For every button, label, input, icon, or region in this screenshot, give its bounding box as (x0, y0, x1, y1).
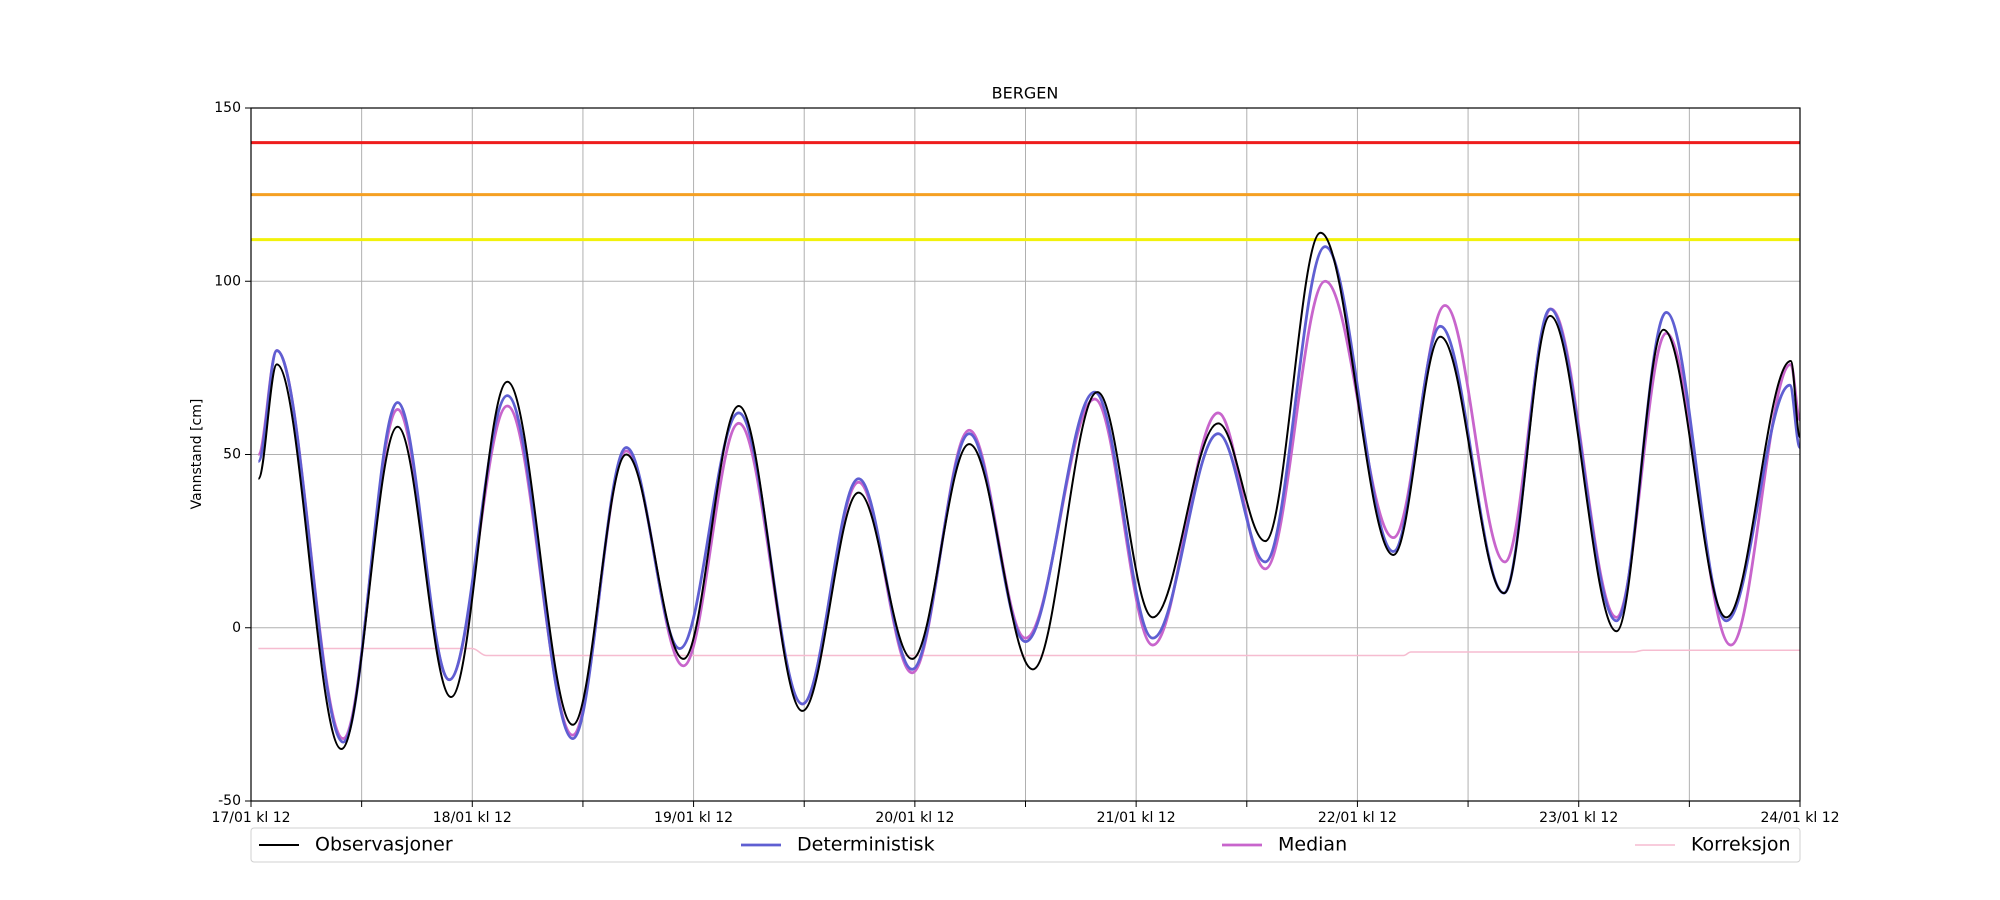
x-tick-label: 17/01 kl 12 (211, 810, 290, 826)
x-tick-label: 20/01 kl 12 (875, 810, 954, 826)
legend-label: Observasjoner (315, 834, 453, 856)
series-line (257, 231, 1801, 751)
y-tick-label: 100 (214, 273, 241, 289)
legend-label: Korreksjon (1691, 834, 1791, 856)
y-axis-label: Vannstand [cm] (189, 399, 205, 510)
y-tick-label: 50 (223, 447, 241, 463)
legend-label: Deterministisk (797, 834, 935, 856)
x-tick-label: 22/01 kl 12 (1318, 810, 1397, 826)
x-tick-label: 19/01 kl 12 (654, 810, 733, 826)
x-tick-label: 24/01 kl 12 (1760, 810, 1839, 826)
legend-box (250, 827, 1801, 863)
chart-title: BERGEN (992, 84, 1059, 103)
series-line (256, 279, 1802, 741)
plot-frame (250, 107, 1801, 802)
legend-label: Median (1278, 834, 1347, 856)
y-tick-label: 0 (232, 620, 241, 636)
y-tick-label: 150 (214, 100, 241, 116)
y-tick-label: -50 (218, 793, 241, 809)
series-line (258, 647, 1800, 657)
x-tick-label: 23/01 kl 12 (1539, 810, 1618, 826)
x-tick-label: 18/01 kl 12 (433, 810, 512, 826)
x-tick-label: 21/01 kl 12 (1097, 810, 1176, 826)
